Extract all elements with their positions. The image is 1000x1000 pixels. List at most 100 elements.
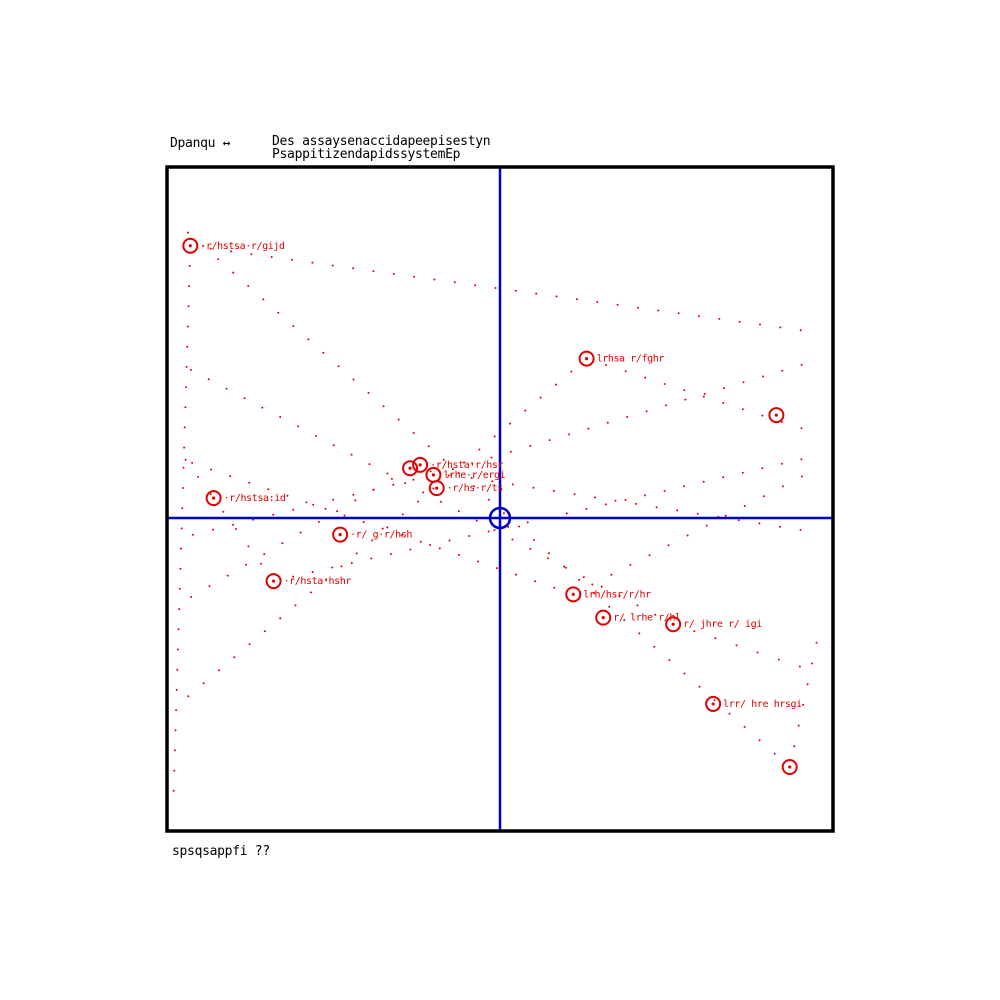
trail-dot: [780, 420, 783, 423]
header-left-text: Dpanqu ↔: [170, 136, 231, 151]
trail-dot: [472, 485, 475, 488]
trail-dot: [683, 485, 686, 488]
trail-dot: [468, 535, 471, 537]
trail-dot: [337, 365, 340, 368]
trail-dot: [693, 630, 696, 633]
trail-dot: [352, 493, 355, 496]
trail-dot: [281, 542, 284, 545]
trail-dot: [677, 312, 680, 315]
trail-dot: [272, 513, 275, 516]
trail-dot: [762, 495, 765, 498]
trail-dot: [429, 544, 431, 546]
trail-dot: [718, 317, 721, 320]
trail-dot: [702, 480, 705, 483]
trail-dot: [524, 409, 527, 412]
point-label: ·r/ g·r/hsh: [350, 530, 412, 541]
trail-dot: [263, 630, 266, 633]
point-label: ·r/hstsa:id: [224, 493, 286, 504]
plot-frame: [165, 165, 835, 833]
trail-dot: [534, 580, 537, 583]
trail-dot: [653, 645, 656, 648]
trail-dot: [439, 500, 442, 503]
trail-dot: [354, 499, 357, 502]
trail-dot: [722, 476, 725, 479]
trail-dot: [448, 539, 451, 542]
trail-dot: [657, 309, 660, 312]
trail-dot: [636, 604, 639, 607]
trail-dot: [487, 530, 490, 533]
trail-dot: [261, 406, 264, 409]
trail-dot: [453, 281, 456, 284]
footer-text: spsqsappfi ??: [172, 844, 270, 859]
trail-dot: [493, 435, 496, 438]
data-point-center: [418, 463, 422, 467]
trail-dot: [554, 383, 557, 386]
trail-dot: [535, 292, 538, 295]
trail-dot: [623, 619, 626, 621]
trail-dot: [780, 462, 783, 465]
trail-dot: [324, 507, 327, 510]
trail-dot: [758, 522, 761, 525]
trail-dot: [532, 486, 535, 489]
data-point-center: [711, 702, 715, 706]
trail-dot: [292, 508, 295, 511]
trail-dot: [247, 285, 250, 287]
trail-dot: [362, 521, 365, 524]
trail-dot: [299, 531, 302, 534]
trail-dot: [252, 518, 255, 521]
data-point-center: [584, 357, 589, 361]
trail-dot: [604, 503, 607, 506]
trail-dot: [600, 585, 603, 588]
trail-dot: [781, 369, 784, 372]
trail-dot: [184, 458, 187, 461]
data-point-center: [212, 496, 216, 500]
trail-dot: [294, 604, 297, 607]
trail-dot: [381, 527, 384, 530]
point-label: lrh/hsr/r/hr: [583, 589, 651, 600]
trail-dot: [737, 519, 740, 522]
trail-dot: [741, 408, 744, 411]
trail-dot: [738, 320, 741, 323]
trail-dot: [382, 405, 385, 408]
origin-dot: [498, 516, 502, 520]
trail-dot: [332, 498, 335, 501]
trail-dot: [756, 651, 759, 654]
trail-dot: [297, 425, 299, 428]
trail-dot: [606, 421, 609, 424]
trail-dot: [509, 450, 512, 453]
trail-dot: [644, 376, 647, 379]
trail-dot: [645, 410, 648, 413]
trail-dot: [610, 573, 613, 576]
trail-dot: [234, 528, 237, 530]
data-point-center: [571, 592, 575, 596]
trail-dot: [175, 709, 178, 712]
data-point-center: [601, 616, 605, 620]
trail-dot: [233, 656, 236, 659]
trail-dot: [190, 596, 193, 598]
trail-dot: [684, 398, 687, 401]
trail-dot: [565, 512, 568, 515]
trail-dot: [573, 493, 576, 496]
trail-dot: [798, 665, 801, 668]
trail-dot: [778, 525, 781, 528]
trail-dot: [178, 608, 181, 611]
point-label: ·r/hsta·hshr: [284, 576, 352, 587]
trail-dot: [245, 563, 247, 566]
trail-dot: [779, 326, 782, 329]
trail-dot: [331, 264, 334, 267]
trail-dot: [493, 529, 496, 532]
trail-dot: [761, 375, 764, 378]
trail-dot: [529, 444, 532, 447]
data-point: [428, 480, 445, 497]
trail-dot: [243, 397, 246, 400]
trail-dot: [222, 510, 225, 513]
trail-dot: [390, 477, 393, 480]
trail-dot: [596, 301, 599, 303]
trail-dot: [184, 406, 187, 409]
header-line-1: Des assaysenaccidapeepisestyn: [272, 134, 490, 149]
trail-dot: [189, 368, 192, 371]
trail-dot: [629, 563, 632, 566]
trail-dot: [292, 325, 295, 328]
trail-dot: [447, 474, 450, 477]
trail-dot: [742, 381, 745, 384]
